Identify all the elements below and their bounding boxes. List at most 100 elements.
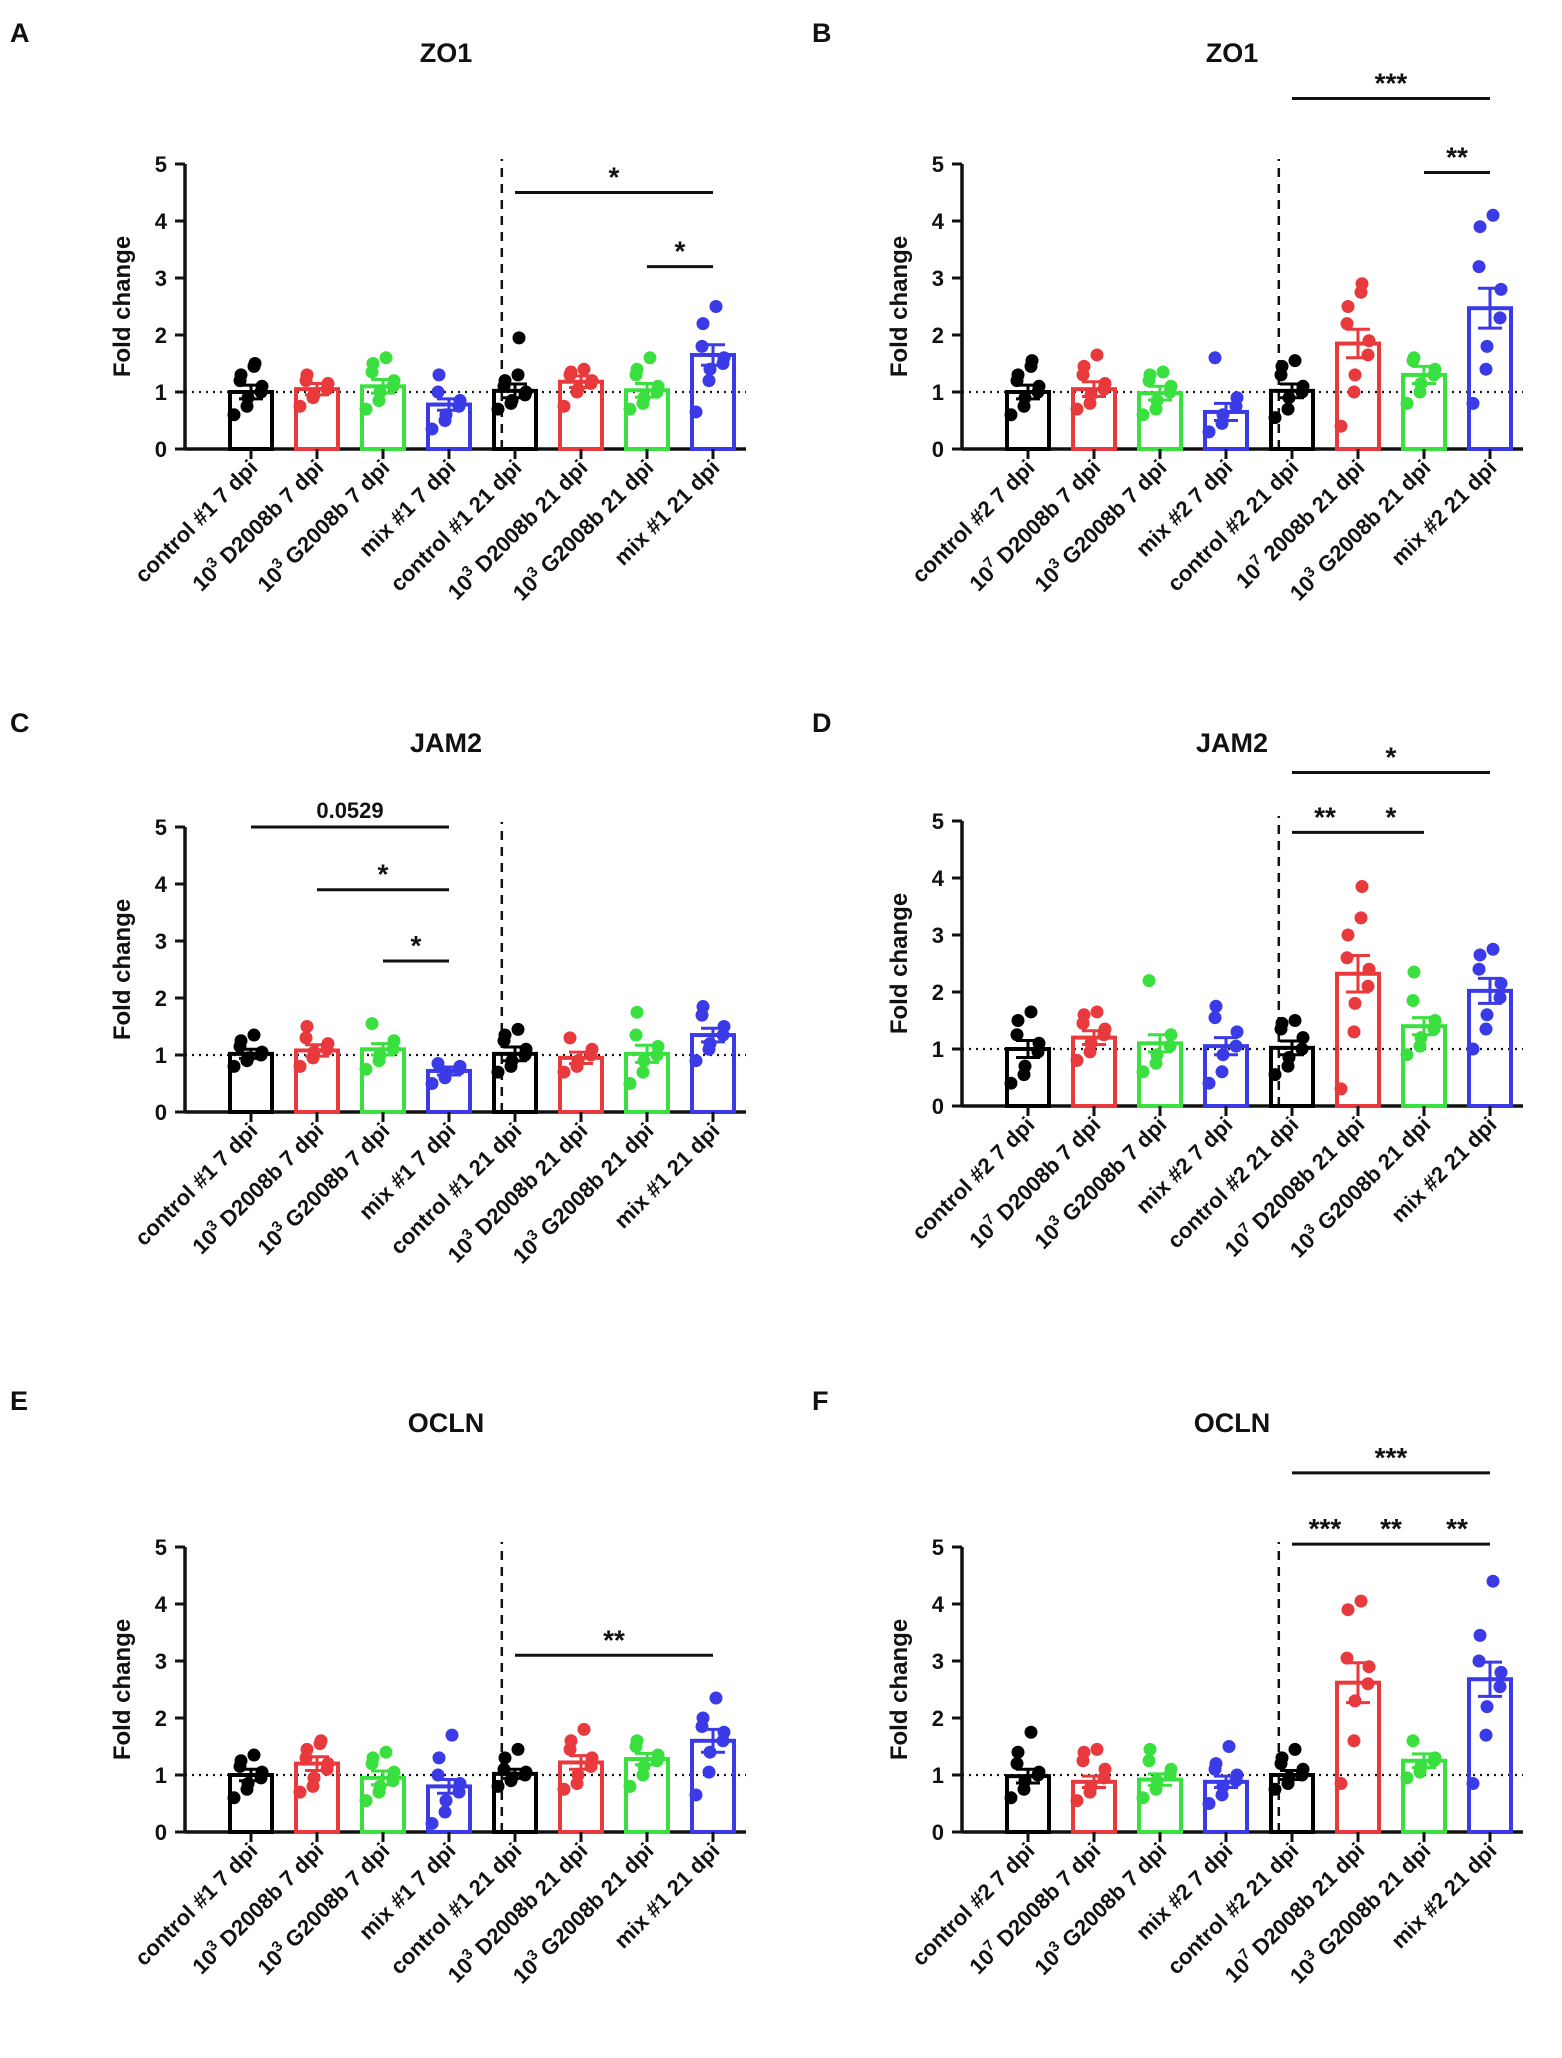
data-point: [373, 1779, 387, 1793]
significance-label: *: [1386, 801, 1397, 832]
data-point: [1493, 311, 1507, 325]
data-point: [1142, 974, 1156, 988]
data-point: [577, 1722, 591, 1736]
data-point: [1362, 334, 1376, 348]
data-point: [234, 1754, 248, 1768]
y-tick-label: 5: [932, 1535, 944, 1560]
data-point: [1010, 1028, 1024, 1042]
data-point: [1004, 1791, 1018, 1805]
y-axis-label: Fold change: [109, 236, 136, 377]
x-label-text: control #1 7 dpi: [130, 1118, 263, 1251]
data-point: [293, 1785, 307, 1799]
data-point: [1347, 1734, 1361, 1748]
chart-title: JAM2: [410, 728, 482, 758]
data-point: [425, 422, 439, 436]
data-point: [1494, 976, 1508, 990]
data-point: [571, 1054, 585, 1068]
data-point: [1077, 1008, 1091, 1022]
y-tick-label: 2: [155, 1706, 167, 1731]
data-point: [1479, 362, 1493, 376]
data-point: [519, 1765, 533, 1779]
data-point: [1222, 1740, 1236, 1753]
data-point: [293, 399, 307, 413]
x-tick-label: control #1 7 dpi: [130, 455, 263, 588]
data-point: [1400, 396, 1414, 410]
data-point: [511, 368, 525, 382]
data-point: [1136, 408, 1150, 422]
data-point: [365, 1017, 379, 1031]
data-point: [1354, 1594, 1368, 1608]
data-point: [314, 1734, 328, 1748]
data-point: [1098, 376, 1112, 390]
x-tick-label: control #2 7 dpi: [907, 455, 1040, 588]
data-point: [1282, 1771, 1296, 1785]
data-point: [637, 1759, 651, 1773]
data-point: [1098, 1762, 1112, 1776]
significance-label: ***: [1375, 67, 1408, 98]
data-point: [241, 1777, 255, 1791]
y-tick-label: 1: [155, 1043, 167, 1068]
data-point: [1077, 1745, 1091, 1759]
data-point: [1400, 1771, 1414, 1785]
significance-label: **: [1446, 142, 1468, 173]
y-tick-label: 4: [155, 1592, 168, 1617]
data-point: [300, 368, 314, 382]
y-tick-label: 0: [155, 437, 167, 462]
data-point: [1480, 1008, 1494, 1022]
data-point: [431, 385, 445, 399]
data-point: [1288, 1742, 1302, 1756]
data-point: [630, 362, 644, 376]
panel-letter: C: [10, 708, 30, 738]
panel-letter: B: [812, 18, 832, 48]
data-point: [1479, 1022, 1493, 1036]
panel-letter: D: [812, 708, 832, 738]
data-point: [1209, 1757, 1223, 1771]
data-point: [1428, 362, 1442, 376]
y-tick-label: 3: [155, 1649, 167, 1674]
data-point: [1341, 300, 1355, 313]
data-point: [359, 402, 373, 416]
data-point: [227, 1059, 241, 1073]
data-point: [1486, 942, 1500, 956]
data-point: [695, 339, 709, 353]
data-point: [1090, 1742, 1104, 1756]
chart-title: OCLN: [408, 1408, 485, 1438]
data-point: [1466, 1777, 1480, 1791]
data-point: [1070, 402, 1084, 416]
data-point: [432, 1751, 446, 1765]
x-tick-label: control #2 7 dpi: [907, 1838, 1040, 1971]
data-point: [1098, 1022, 1112, 1036]
data-point: [512, 331, 526, 345]
data-point: [1018, 1774, 1032, 1788]
data-point: [255, 1765, 269, 1779]
data-point: [1084, 388, 1098, 402]
y-axis-label: Fold change: [886, 1619, 913, 1760]
data-point: [703, 1037, 717, 1051]
data-point: [623, 1077, 637, 1090]
data-point: [234, 368, 248, 382]
data-point: [1004, 1076, 1018, 1090]
data-point: [643, 351, 657, 365]
y-tick-label: 5: [155, 815, 167, 840]
data-point: [1406, 1734, 1420, 1748]
x-label-text: control #2 7 dpi: [907, 1838, 1040, 1971]
data-point: [1347, 385, 1361, 399]
data-point: [511, 1742, 525, 1756]
data-point: [1208, 1011, 1222, 1025]
data-point: [1288, 1014, 1302, 1027]
y-axis-label: Fold change: [109, 899, 136, 1040]
y-tick-label: 2: [155, 323, 167, 348]
x-label-text: D2008b 21 dpi: [466, 1118, 593, 1245]
data-point: [1202, 425, 1216, 439]
data-point: [1473, 1628, 1487, 1642]
data-point: [491, 1779, 505, 1793]
data-point: [438, 1805, 452, 1819]
data-point: [1070, 1053, 1084, 1067]
data-point: [439, 1794, 453, 1808]
y-tick-label: 2: [932, 980, 944, 1005]
y-tick-label: 5: [155, 1535, 167, 1560]
